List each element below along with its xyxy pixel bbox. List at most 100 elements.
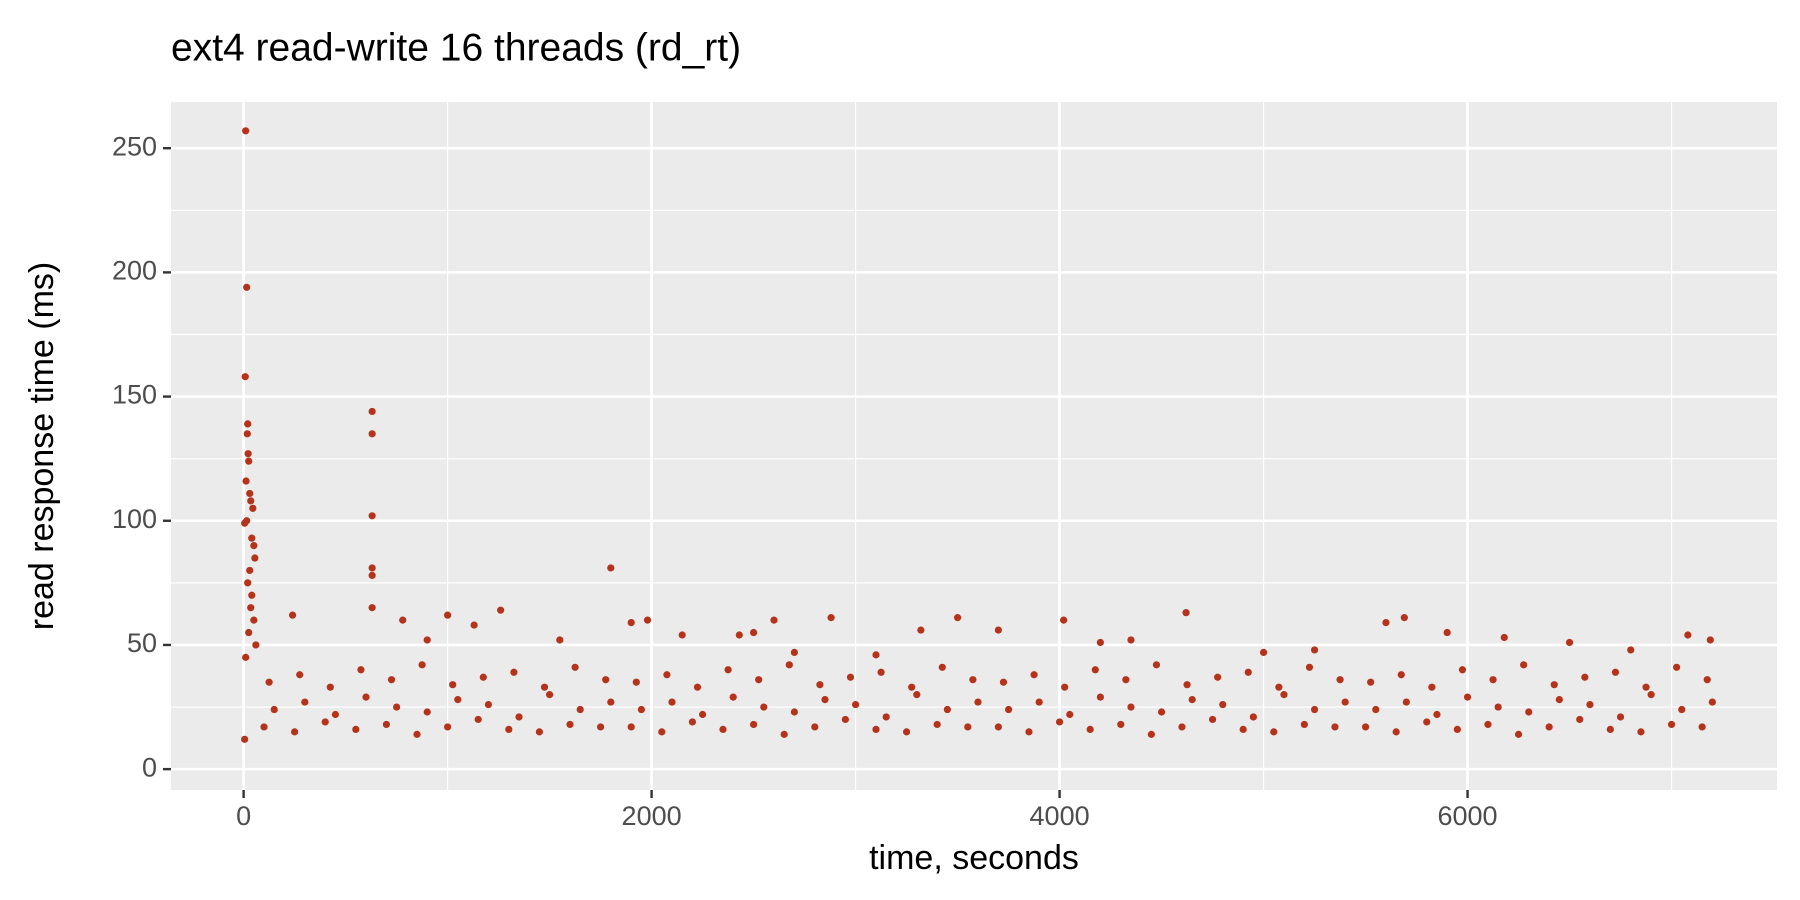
point — [1147, 730, 1155, 738]
point — [1117, 720, 1125, 729]
point — [251, 554, 259, 562]
point — [1433, 710, 1441, 719]
point — [1494, 703, 1502, 711]
point — [790, 648, 798, 657]
point — [243, 517, 251, 525]
point — [1463, 693, 1472, 701]
point — [735, 631, 743, 639]
point — [749, 628, 758, 637]
point — [393, 703, 401, 711]
point — [749, 720, 758, 729]
point — [790, 708, 798, 716]
point — [1545, 723, 1553, 731]
point — [877, 668, 885, 676]
points — [241, 127, 1716, 743]
grid — [171, 102, 1777, 790]
point — [632, 678, 640, 686]
point — [444, 723, 452, 731]
point — [362, 693, 370, 701]
point — [252, 641, 260, 649]
point — [571, 663, 579, 671]
point — [596, 723, 605, 731]
point — [241, 735, 249, 743]
point — [479, 673, 487, 681]
point — [607, 564, 615, 572]
point — [902, 728, 911, 736]
point — [556, 636, 564, 644]
point — [270, 705, 278, 714]
point — [719, 725, 727, 733]
point — [1489, 676, 1497, 684]
point — [242, 477, 250, 485]
point — [816, 681, 824, 689]
point — [658, 728, 666, 736]
point — [908, 683, 916, 691]
point — [882, 713, 890, 721]
point — [243, 283, 251, 291]
point — [244, 420, 252, 428]
point — [244, 579, 252, 587]
point — [969, 676, 977, 684]
point — [1305, 663, 1314, 671]
point — [1060, 616, 1068, 624]
point — [245, 628, 253, 637]
point — [1647, 691, 1655, 699]
y-tick-label: 0 — [142, 752, 157, 782]
point — [1214, 673, 1222, 681]
point — [1275, 683, 1283, 691]
point — [999, 678, 1008, 686]
point — [1280, 691, 1288, 699]
point — [1611, 668, 1620, 676]
point — [331, 710, 340, 719]
point — [1706, 636, 1714, 644]
point — [643, 616, 652, 624]
point — [1708, 698, 1716, 706]
point — [418, 661, 426, 669]
point — [540, 683, 549, 691]
point — [352, 725, 360, 733]
point — [244, 450, 252, 458]
point — [1183, 681, 1191, 689]
point — [288, 611, 297, 619]
point — [1025, 728, 1033, 736]
point — [515, 713, 523, 721]
point — [243, 430, 251, 438]
point — [326, 683, 334, 691]
point — [1188, 695, 1196, 704]
point — [755, 676, 763, 684]
point — [1616, 713, 1625, 721]
point — [627, 618, 635, 627]
point — [1004, 705, 1013, 714]
point — [470, 621, 478, 629]
point — [1606, 725, 1614, 733]
point — [1514, 730, 1523, 738]
point — [1627, 646, 1635, 654]
plot-panel — [171, 102, 1777, 790]
point — [321, 718, 329, 726]
point — [1565, 638, 1574, 647]
point — [938, 663, 946, 671]
point — [724, 666, 732, 674]
point — [368, 407, 376, 416]
point — [964, 723, 972, 731]
point — [1086, 725, 1094, 733]
point — [1030, 671, 1038, 679]
point — [265, 678, 273, 686]
x-tick-label: 4000 — [1030, 801, 1090, 831]
point — [248, 534, 256, 542]
point — [841, 715, 849, 724]
x-tick-label: 0 — [236, 801, 251, 831]
point — [1091, 666, 1099, 674]
point — [291, 728, 299, 736]
point — [1372, 705, 1380, 714]
point — [566, 720, 574, 729]
point — [535, 728, 544, 736]
point — [1341, 698, 1349, 706]
point — [1453, 725, 1461, 733]
point — [1259, 648, 1268, 657]
point — [246, 566, 254, 575]
point — [368, 604, 376, 612]
point — [1208, 715, 1217, 724]
point — [1310, 646, 1319, 654]
y-tick-label: 200 — [112, 256, 157, 286]
